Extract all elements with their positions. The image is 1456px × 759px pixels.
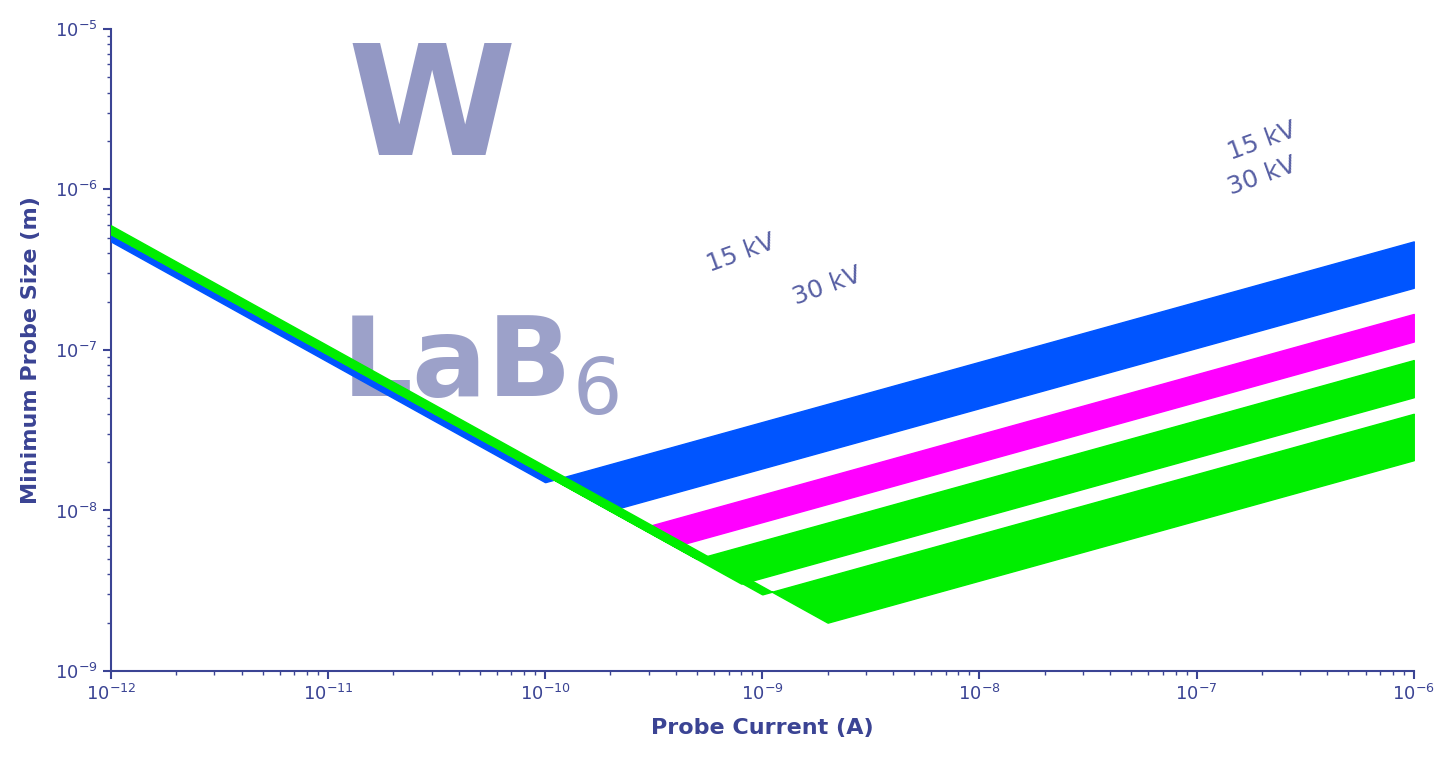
Text: 30 kV: 30 kV — [791, 263, 865, 310]
Text: 15 kV: 15 kV — [1224, 118, 1300, 165]
X-axis label: Probe Current (A): Probe Current (A) — [651, 718, 874, 739]
Text: W: W — [348, 38, 515, 187]
Text: LaB$_6$: LaB$_6$ — [341, 312, 619, 419]
Text: 30 kV: 30 kV — [1224, 153, 1300, 200]
Text: 15 kV: 15 kV — [703, 230, 779, 277]
Y-axis label: Minimum Probe Size (m): Minimum Probe Size (m) — [20, 196, 41, 504]
